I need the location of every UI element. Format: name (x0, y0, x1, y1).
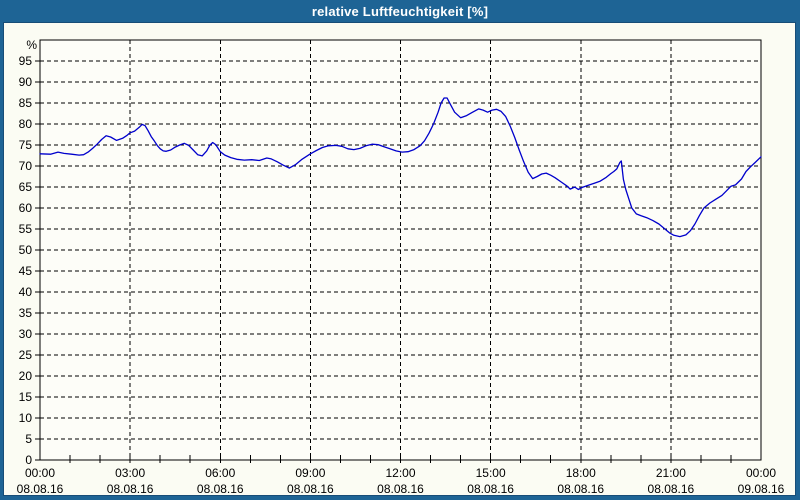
x-axis-labels: 00:00 08.08.16 03:00 08.08.16 06:00 08.08.16 0… (17, 466, 785, 496)
page-title: relative Luftfeuchtigkeit [%] (311, 3, 489, 19)
x-tick-time: 00:00 (25, 466, 55, 480)
x-tick-time: 00:00 (746, 466, 776, 480)
y-axis-unit-label: % (26, 38, 37, 52)
x-tick-time: 18:00 (566, 466, 596, 480)
svg-text:90: 90 (19, 75, 33, 89)
grid-lines (40, 40, 761, 460)
svg-text:70: 70 (19, 159, 33, 173)
x-tick-date: 08.08.16 (557, 482, 604, 496)
svg-text:15: 15 (19, 390, 33, 404)
y-axis-labels: 0 5 10 15 20 25 30 35 40 45 50 55 60 65 70 75 80 85 90 95% (19, 38, 38, 467)
svg-text:5: 5 (25, 432, 32, 446)
x-tick-date: 08.08.16 (17, 482, 64, 496)
x-tick-date: 09.08.16 (738, 482, 785, 496)
x-tick-date: 08.08.16 (287, 482, 334, 496)
svg-text:50: 50 (19, 243, 33, 257)
x-tick-date: 08.08.16 (197, 482, 244, 496)
x-tick-time: 15:00 (476, 466, 506, 480)
x-tick-time: 06:00 (205, 466, 235, 480)
svg-text:20: 20 (19, 369, 33, 383)
humidity-line-chart: 05101520253035404550556065707580859095%0… (17, 38, 785, 496)
x-tick-time: 12:00 (385, 466, 415, 480)
svg-text:85: 85 (19, 96, 33, 110)
x-tick-date: 08.08.16 (467, 482, 514, 496)
series-relative-luftfeuchtigkeit (39, 97, 762, 238)
axis-ticks (35, 60, 732, 463)
svg-text:45: 45 (19, 264, 33, 278)
svg-text:0: 0 (25, 453, 32, 467)
x-tick-time: 03:00 (115, 466, 145, 480)
x-tick-time: 21:00 (656, 466, 686, 480)
svg-text:75: 75 (19, 138, 33, 152)
svg-text:95: 95 (19, 54, 33, 68)
svg-text:30: 30 (19, 327, 33, 341)
svg-text:65: 65 (19, 180, 33, 194)
plot-frame (39, 39, 762, 461)
svg-text:25: 25 (19, 348, 33, 362)
svg-text:55: 55 (19, 222, 33, 236)
x-tick-date: 08.08.16 (107, 482, 154, 496)
svg-text:10: 10 (19, 411, 33, 425)
x-tick-time: 09:00 (295, 466, 325, 480)
svg-text:80: 80 (19, 117, 33, 131)
chart-content-area: 0 5 10 15 20 25 30 35 40 45 50 55 60 65 70 75 80 85 90 95% 0… (3, 22, 796, 496)
x-tick-date: 08.08.16 (377, 482, 424, 496)
svg-text:60: 60 (19, 201, 33, 215)
x-tick-date: 08.08.16 (648, 482, 695, 496)
svg-text:40: 40 (19, 285, 33, 299)
svg-text:35: 35 (19, 306, 33, 320)
title-bar: relative Luftfeuchtigkeit [%] (0, 0, 800, 22)
